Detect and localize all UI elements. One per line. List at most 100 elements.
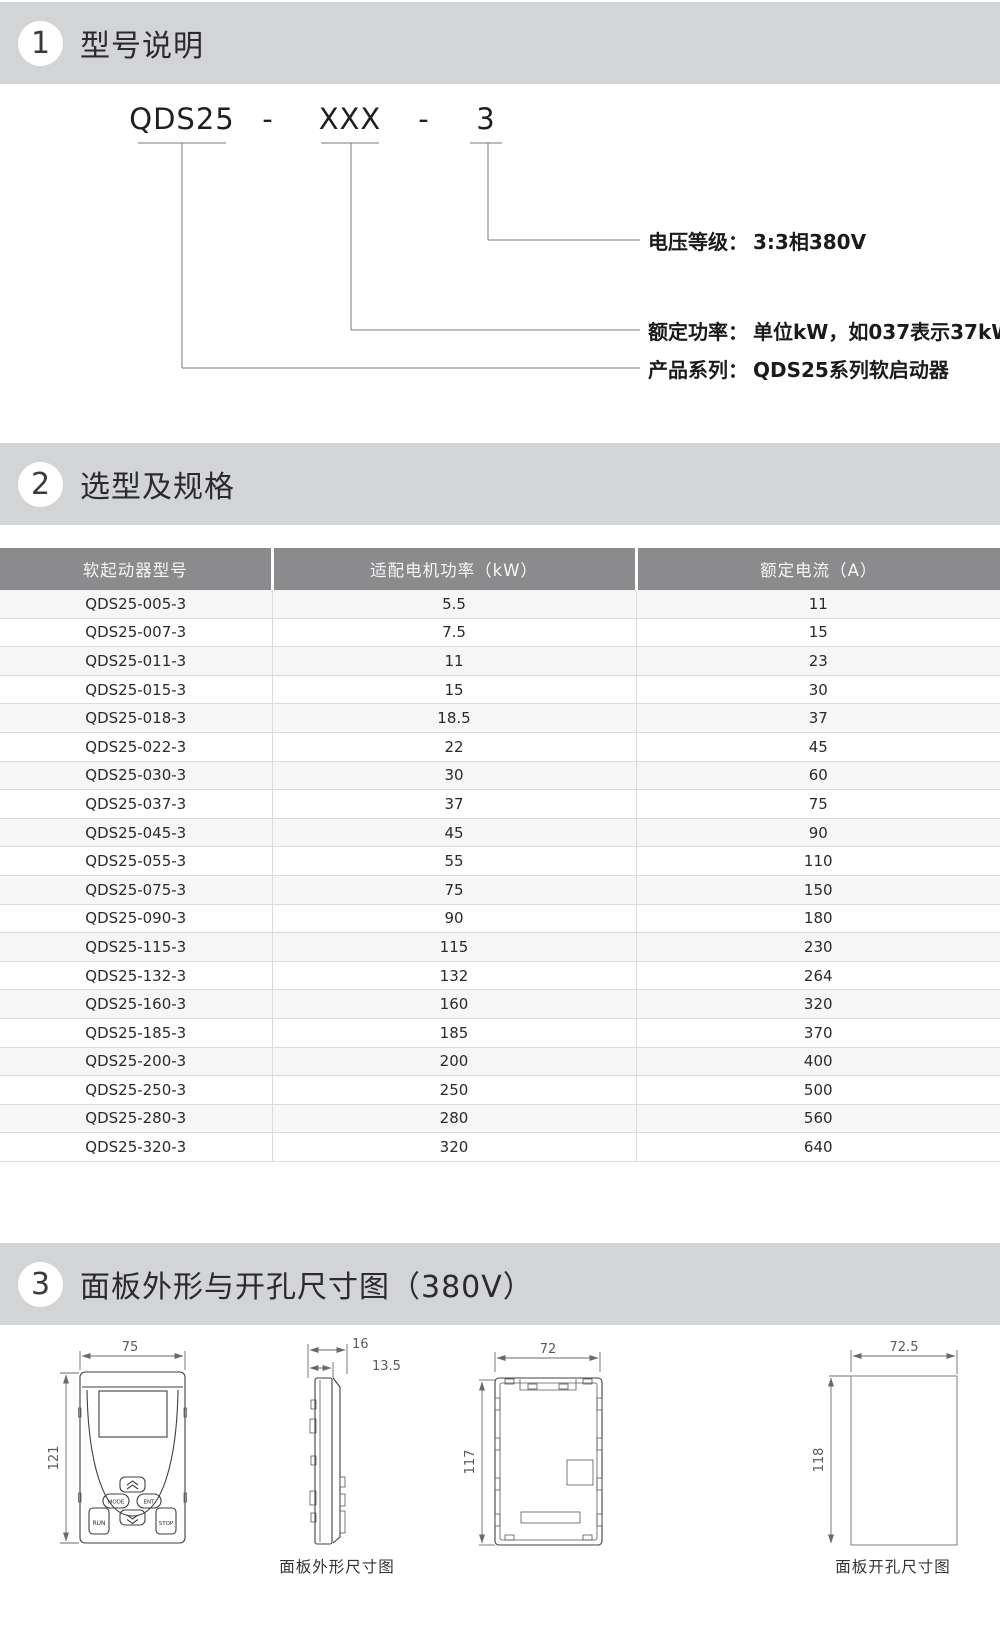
section-3-number-badge: 3 <box>18 1261 63 1307</box>
cell-motor-power: 15 <box>271 675 636 705</box>
cell-motor-power: 45 <box>271 818 636 848</box>
caption-panel-outline: 面板外形尺寸图 <box>279 1558 395 1576</box>
cell-model: QDS25-007-3 <box>0 618 272 648</box>
side-view-drawing: 16 13.5 <box>307 1337 401 1545</box>
cell-model: QDS25-115-3 <box>0 932 272 962</box>
cell-model: QDS25-250-3 <box>0 1075 272 1105</box>
cell-model: QDS25-011-3 <box>0 646 272 676</box>
front-panel-height-dim: 121 <box>47 1446 62 1471</box>
cell-motor-power: 320 <box>271 1132 636 1162</box>
cell-model: QDS25-280-3 <box>0 1104 272 1134</box>
section-2-title: 选型及规格 <box>80 470 235 505</box>
table-row: QDS25-045-3 45 90 <box>0 818 1000 848</box>
cell-rated-current: 75 <box>635 789 1000 819</box>
cell-rated-current: 90 <box>635 818 1000 848</box>
cell-model: QDS25-045-3 <box>0 818 272 848</box>
table-row: QDS25-011-3 11 23 <box>0 646 1000 676</box>
rear-width-dim: 72 <box>540 1342 557 1357</box>
side-panel-depth-dim: 13.5 <box>372 1359 401 1374</box>
model-code-dash-1: - <box>262 102 274 136</box>
annotation-label: 电压等级： <box>648 229 748 254</box>
cell-motor-power: 160 <box>271 989 636 1019</box>
cell-motor-power: 250 <box>271 1075 636 1105</box>
cell-model: QDS25-015-3 <box>0 675 272 705</box>
table-row: QDS25-015-3 15 30 <box>0 675 1000 705</box>
section-2-header: 2 选型及规格 <box>0 443 1000 525</box>
stop-button-label: STOP <box>159 1521 174 1527</box>
rear-height-dim: 117 <box>463 1450 478 1475</box>
column-header-rated-current: 额定电流（A） <box>634 548 1000 590</box>
mode-button <box>102 1493 130 1509</box>
cell-motor-power: 55 <box>271 846 636 876</box>
cell-model: QDS25-022-3 <box>0 732 272 762</box>
cell-model: QDS25-090-3 <box>0 904 272 934</box>
table-row: QDS25-320-3 320 640 <box>0 1132 1000 1162</box>
cell-rated-current: 640 <box>635 1132 1000 1162</box>
cell-model: QDS25-037-3 <box>0 789 272 819</box>
run-button-label: RUN <box>92 1520 105 1527</box>
column-header-motor-power: 适配电机功率（kW） <box>270 548 636 590</box>
annotation-value: 单位kW，如037表示37kW <box>753 319 1000 344</box>
mode-button-label: MODE <box>108 1500 125 1506</box>
ent-button-label: ENT <box>144 1500 156 1506</box>
annotation-label: 产品系列： <box>648 357 748 382</box>
annotation-label: 额定功率： <box>648 319 748 344</box>
section-2-number-badge: 2 <box>18 461 63 507</box>
run-button <box>88 1507 110 1535</box>
section-number: 1 <box>30 25 51 61</box>
cell-model: QDS25-160-3 <box>0 989 272 1019</box>
cell-rated-current: 500 <box>635 1075 1000 1105</box>
cell-motor-power: 90 <box>271 904 636 934</box>
table-row: QDS25-185-3 185 370 <box>0 1018 1000 1048</box>
cell-rated-current: 110 <box>635 846 1000 876</box>
chevron-down-icon <box>126 1514 139 1525</box>
cell-motor-power: 132 <box>271 961 636 991</box>
cell-motor-power: 18.5 <box>271 703 636 733</box>
section-1-title: 型号说明 <box>80 29 204 64</box>
spec-table-header-row: 软起动器型号 适配电机功率（kW） 额定电流（A） <box>0 548 1000 590</box>
annotation-voltage-class: 电压等级： 3:3相380V <box>648 227 866 254</box>
cell-rated-current: 15 <box>635 618 1000 648</box>
cell-model: QDS25-185-3 <box>0 1018 272 1048</box>
cell-motor-power: 22 <box>271 732 636 762</box>
cell-rated-current: 37 <box>635 703 1000 733</box>
cell-model: QDS25-018-3 <box>0 703 272 733</box>
cell-motor-power: 280 <box>271 1104 636 1134</box>
rear-knockout-square <box>566 1459 594 1486</box>
table-row: QDS25-090-3 90 180 <box>0 904 1000 934</box>
dimension-drawings: 75 121 MODE ENT RUN STOP <box>47 1337 958 1546</box>
cell-rated-current: 560 <box>635 1104 1000 1134</box>
rear-bottom-slot <box>520 1511 581 1524</box>
table-row: QDS25-075-3 75 150 <box>0 875 1000 905</box>
annotation-rated-power: 额定功率： 单位kW，如037表示37kW <box>648 317 1000 344</box>
model-code-series: QDS25 <box>129 102 235 136</box>
cell-rated-current: 150 <box>635 875 1000 905</box>
up-button <box>119 1476 146 1493</box>
cell-motor-power: 5.5 <box>271 590 636 619</box>
table-row: QDS25-250-3 250 500 <box>0 1075 1000 1105</box>
cell-rated-current: 230 <box>635 932 1000 962</box>
table-row: QDS25-280-3 280 560 <box>0 1104 1000 1134</box>
model-code-power: XXX <box>318 102 382 136</box>
column-header-model: 软起动器型号 <box>0 548 272 590</box>
ent-button <box>136 1493 162 1509</box>
panel-display <box>98 1390 168 1438</box>
cell-model: QDS25-030-3 <box>0 761 272 791</box>
cell-model: QDS25-132-3 <box>0 961 272 991</box>
table-row: QDS25-055-3 55 110 <box>0 846 1000 876</box>
cutout-height-dim: 118 <box>812 1448 827 1473</box>
section-number: 2 <box>30 466 51 502</box>
cell-rated-current: 23 <box>635 646 1000 676</box>
cell-rated-current: 180 <box>635 904 1000 934</box>
cell-motor-power: 200 <box>271 1047 636 1077</box>
chevron-up-icon <box>126 1480 139 1490</box>
cell-motor-power: 115 <box>271 932 636 962</box>
cutout-rectangle <box>850 1375 958 1546</box>
cutout-drawing: 72.5 118 <box>812 1340 958 1546</box>
cell-rated-current: 11 <box>635 590 1000 619</box>
cell-rated-current: 264 <box>635 961 1000 991</box>
table-row: QDS25-200-3 200 400 <box>0 1047 1000 1077</box>
annotation-value: QDS25系列软启动器 <box>753 357 949 382</box>
table-row: QDS25-132-3 132 264 <box>0 961 1000 991</box>
